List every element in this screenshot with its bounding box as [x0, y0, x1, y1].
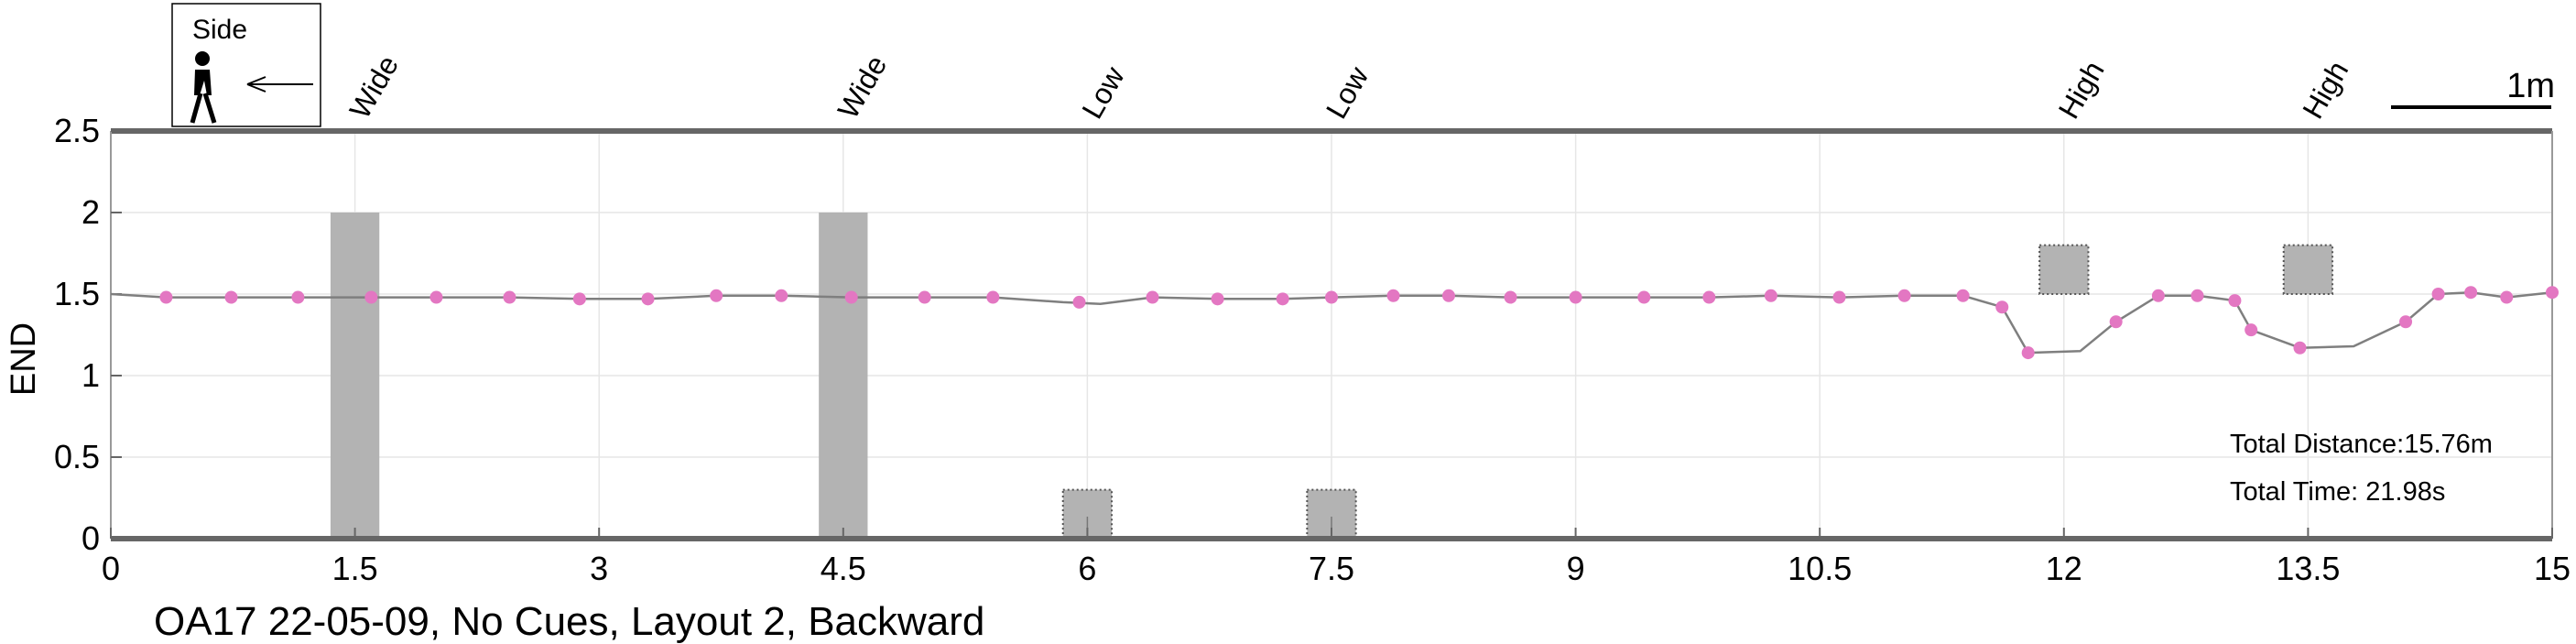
- trajectory-point: [291, 290, 305, 304]
- y-tick-label: 1.5: [54, 275, 100, 312]
- trajectory-point: [2464, 286, 2478, 300]
- trajectory-point: [2151, 289, 2165, 302]
- scale-bar: 1m: [2391, 67, 2555, 109]
- axes: [110, 128, 2553, 541]
- trajectory-point: [2546, 286, 2559, 300]
- trajectory-point: [844, 290, 858, 304]
- trajectory-point: [1897, 289, 1911, 302]
- y-tick-label: 0: [82, 519, 100, 557]
- obstacle-label: High: [2052, 56, 2111, 125]
- obstacle-high: [2038, 244, 2090, 296]
- trajectory-point: [2190, 289, 2204, 302]
- x-tick-label: 12: [2046, 550, 2082, 587]
- direction-arrow-icon: [246, 76, 313, 93]
- trajectory-point: [1441, 289, 1455, 302]
- trajectory-point: [364, 290, 378, 304]
- trajectory-point: [1569, 290, 1582, 304]
- trajectory-point: [2399, 315, 2413, 329]
- trajectory-point: [2228, 294, 2242, 308]
- grid: [110, 130, 2553, 540]
- x-tick-label: 0: [102, 550, 120, 587]
- obstacle-high: [2282, 244, 2334, 296]
- tick-labels: 0 1.5 3 4.5 6 7.5 9 10.5 12 13.5 15 0 0.5 1 1.5 2 2.5: [54, 112, 2571, 587]
- x-tick-label: 13.5: [2276, 550, 2340, 587]
- trajectory-point: [918, 290, 931, 304]
- trajectory-point: [1072, 295, 1086, 309]
- trajectory-point: [1956, 289, 1970, 302]
- y-tick-label: 0.5: [54, 438, 100, 475]
- obstacle-label: Wide: [831, 49, 894, 124]
- trajectory-point: [1764, 289, 1777, 302]
- series: [110, 286, 2559, 360]
- trajectory-point: [1995, 300, 2009, 314]
- trajectory-point: [1276, 292, 1289, 306]
- y-tick-label: 1: [82, 356, 100, 394]
- y-tick-label: 2: [82, 193, 100, 231]
- trajectory-point: [2244, 323, 2258, 337]
- walking-person-icon: [190, 51, 217, 124]
- x-tick-label: 6: [1078, 550, 1096, 587]
- trajectory-point: [986, 290, 1000, 304]
- legend-box-label: Side: [192, 15, 247, 45]
- trajectory-point: [775, 289, 788, 302]
- x-tick-label: 9: [1567, 550, 1585, 587]
- trajectory-point: [1211, 292, 1224, 306]
- trajectory-point: [429, 290, 443, 304]
- trajectory-point: [710, 289, 723, 302]
- obstacle-wide: [330, 213, 380, 539]
- trajectory-point: [2109, 315, 2123, 329]
- obstacle-wide: [819, 213, 868, 539]
- y-axis-label: END: [5, 322, 43, 396]
- x-tick-label: 7.5: [1309, 550, 1354, 587]
- scale-bar-label: 1m: [2506, 67, 2555, 105]
- x-tick-label: 4.5: [821, 550, 866, 587]
- obstacle-label: Low: [1075, 60, 1131, 125]
- trajectory-point: [1702, 290, 1716, 304]
- obstacle-label: High: [2296, 56, 2354, 125]
- x-tick-label: 1.5: [332, 550, 378, 587]
- trajectory-point: [641, 292, 655, 306]
- x-tick-label: 15: [2534, 550, 2571, 587]
- trajectory-point: [2021, 346, 2035, 360]
- obstacle-label: Wide: [342, 49, 405, 124]
- x-tick-label: 10.5: [1788, 550, 1852, 587]
- trajectory-point: [503, 290, 516, 304]
- total-distance: Total Distance:15.76m: [2230, 430, 2493, 459]
- side-view-legend: Side: [171, 3, 321, 127]
- obstacles: [330, 213, 2334, 540]
- trajectory-point: [1146, 290, 1159, 304]
- trajectory-point: [1637, 290, 1651, 304]
- y-tick-label: 2.5: [54, 112, 100, 149]
- total-time: Total Time: 21.98s: [2230, 477, 2445, 507]
- trajectory-point: [2293, 341, 2307, 355]
- trajectory-point: [1386, 289, 1400, 302]
- obstacle-label: Low: [1320, 60, 1375, 125]
- trajectory-point: [2431, 288, 2445, 300]
- trajectory-point: [224, 290, 238, 304]
- trajectory-point: [1832, 290, 1846, 304]
- trajectory-point: [1325, 290, 1338, 304]
- trajectory-point: [1504, 290, 1517, 304]
- trajectory-point: [159, 290, 173, 304]
- trajectory-point: [2500, 290, 2514, 304]
- obstacle-labels: Wide Wide Low Low High High: [342, 49, 2354, 124]
- x-tick-label: 3: [590, 550, 608, 587]
- trajectory-point: [572, 292, 586, 306]
- chart-caption: OA17 22-05-09, No Cues, Layout 2, Backwa…: [154, 599, 984, 644]
